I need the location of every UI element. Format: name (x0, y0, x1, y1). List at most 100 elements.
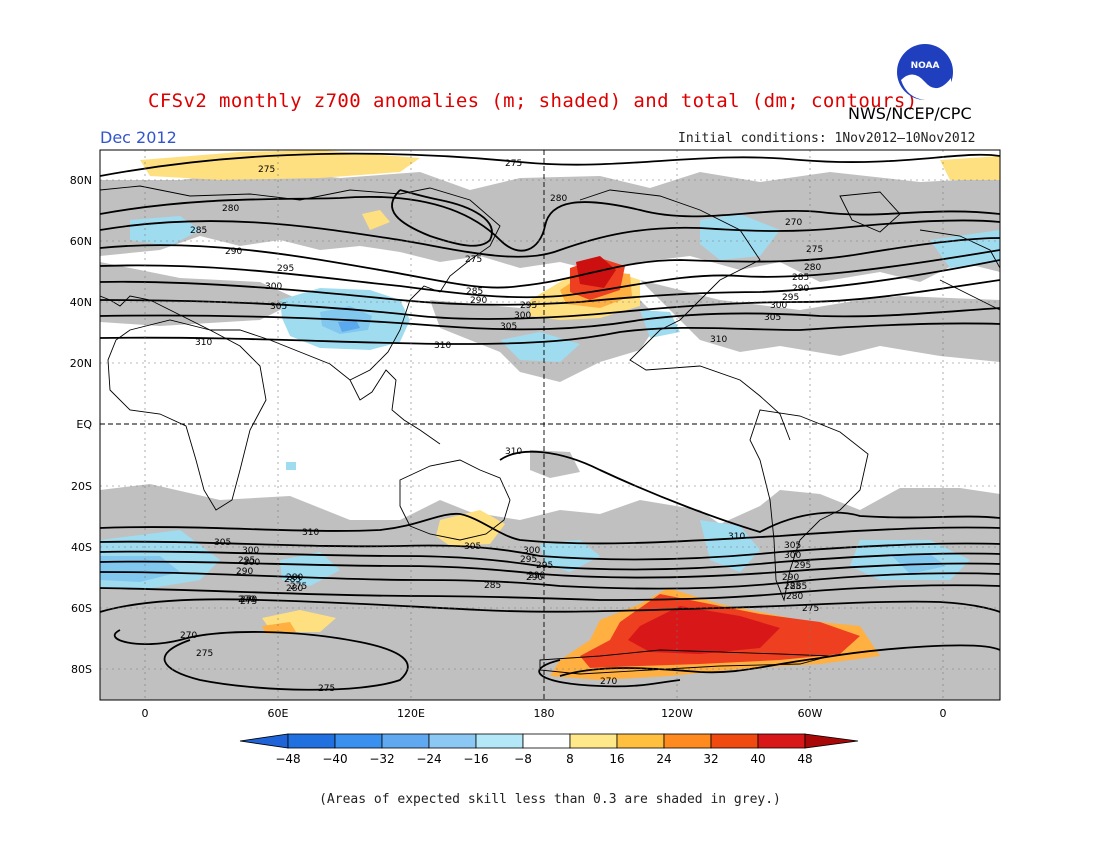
contour-label: 300 (784, 551, 801, 561)
logo-text: NOAA (911, 61, 940, 71)
contour-label: 305 (464, 542, 481, 552)
contour-label: 285 (790, 582, 807, 592)
lat-tick: 80S (71, 663, 92, 676)
contour-label: 295 (277, 264, 294, 274)
lat-tick: 20S (71, 480, 92, 493)
colorbar-cell (288, 734, 335, 748)
lon-tick: 120W (661, 707, 693, 720)
contour-label: 290 (236, 567, 253, 577)
contour-label: 280 (786, 592, 803, 602)
contour-label: 300 (770, 301, 787, 311)
contour-label: 285 (284, 575, 301, 585)
contour-label: 295 (536, 561, 553, 571)
contour-label: 295 (782, 293, 799, 303)
negative-anomalies (100, 214, 1000, 590)
colorbar-label: 48 (797, 752, 812, 766)
skill-note: (Areas of expected skill less than 0.3 a… (0, 792, 1100, 807)
colorbar-label: −8 (514, 752, 532, 766)
colorbar-label: −40 (322, 752, 347, 766)
lat-tick: 80N (70, 174, 92, 187)
contour-label: 305 (270, 302, 287, 312)
contour-label: 275 (240, 597, 257, 607)
lon-tick: 60E (268, 707, 289, 720)
contour-label: 280 (550, 194, 567, 204)
noaa-logo-icon: NOAA (893, 42, 957, 102)
coastlines (100, 186, 1000, 674)
contour-label: 270 (180, 631, 197, 641)
colorbar-cell (335, 734, 382, 748)
contour-label: 300 (523, 546, 540, 556)
contour-label: 310 (728, 532, 745, 542)
colorbar-cell (382, 734, 429, 748)
colorbar-cell (711, 734, 758, 748)
contour-label: 275 (196, 649, 213, 659)
colorbar-cell (429, 734, 476, 748)
contour-label: 285 (792, 273, 809, 283)
latitude-axis: 80N 60N 40N 20N EQ 20S 40S 60S 80S (70, 174, 93, 676)
contour-label: 280 (804, 263, 821, 273)
height-contours (100, 154, 1000, 690)
contour-label: 310 (710, 335, 727, 345)
reference-lines (100, 150, 1000, 700)
contour-label: 290 (470, 296, 487, 306)
contour-label: 300 (243, 558, 260, 568)
contour-label: 295 (520, 301, 537, 311)
organization-label: NWS/NCEP/CPC (848, 104, 972, 123)
contour-labels: 275 275 280 280 285 290 295 300 305 310 … (180, 159, 823, 694)
colorbar-labels: −48 −40 −32 −24 −16 −8 8 16 24 32 40 48 (275, 752, 812, 766)
contour-label: 275 (802, 604, 819, 614)
contour-label: 310 (195, 338, 212, 348)
chart-title: CFSv2 monthly z700 anomalies (m; shaded)… (148, 90, 918, 112)
colorbar-label: 40 (750, 752, 765, 766)
lat-tick: 20N (70, 357, 92, 370)
contour-label: 280 (286, 584, 303, 594)
lon-tick: 180 (534, 707, 555, 720)
gridlines (100, 150, 1000, 700)
map-frame (100, 150, 1000, 700)
contour-label: 310 (434, 341, 451, 351)
colorbar-cell (476, 734, 523, 748)
contour-label: 270 (238, 595, 255, 605)
lat-tick: 60N (70, 235, 92, 248)
colorbar-label: −24 (416, 752, 441, 766)
contour-label: 310 (505, 447, 522, 457)
lat-tick: EQ (76, 418, 92, 431)
colorbar-cell (664, 734, 711, 748)
contour-label: 290 (526, 573, 543, 583)
lat-tick: 40N (70, 296, 92, 309)
contour-label: 275 (318, 684, 335, 694)
colorbar-label: −48 (275, 752, 300, 766)
contour-label: 300 (514, 311, 531, 321)
contour-label: 275 (505, 159, 522, 169)
contour-label: 275 (465, 255, 482, 265)
contour-label: 290 (792, 284, 809, 294)
contour-label: 290 (528, 571, 545, 581)
contour-label: 305 (784, 541, 801, 551)
colorbar (240, 734, 858, 748)
contour-label: 275 (290, 582, 307, 592)
colorbar-cell (758, 734, 805, 748)
colorbar-cell (570, 734, 617, 748)
contour-label: 270 (785, 218, 802, 228)
colorbar-label: 32 (703, 752, 718, 766)
colorbar-arrow-right (805, 734, 858, 748)
contour-label: 270 (240, 595, 257, 605)
contour-label: 290 (225, 247, 242, 257)
colorbar-label: 24 (656, 752, 671, 766)
colorbar-label: 16 (609, 752, 624, 766)
positive-anomalies (140, 150, 1000, 680)
lat-tick: 60S (71, 602, 92, 615)
colorbar-cell (617, 734, 664, 748)
contour-label: 295 (520, 555, 537, 565)
contour-label: 305 (764, 313, 781, 323)
contour-label: 295 (238, 556, 255, 566)
colorbar-arrow-left (240, 734, 288, 748)
contour-label: 305 (214, 538, 231, 548)
contour-label: 300 (242, 546, 259, 556)
colorbar-label: −16 (463, 752, 488, 766)
contour-label: 270 (600, 677, 617, 687)
contour-label: 280 (286, 573, 303, 583)
contour-label: 285 (784, 582, 801, 592)
contour-label: 280 (222, 204, 239, 214)
contour-label: 275 (806, 245, 823, 255)
